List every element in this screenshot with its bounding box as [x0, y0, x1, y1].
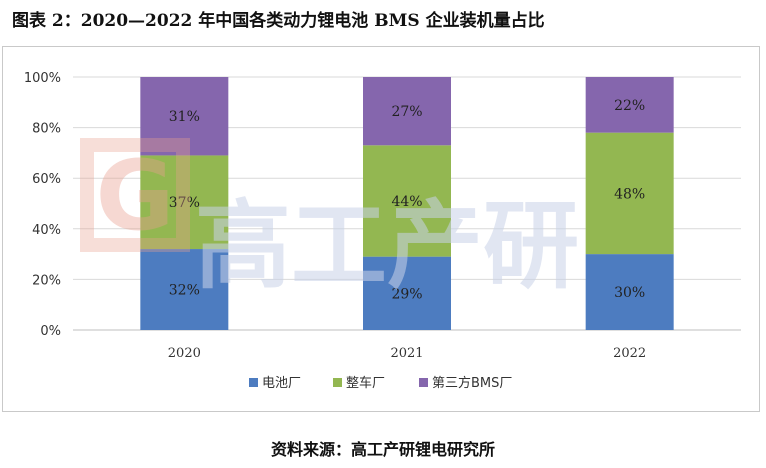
watermark-logo-letter: G [96, 140, 175, 252]
legend-label: 电池厂 [262, 376, 301, 391]
data-label: 31% [169, 109, 200, 125]
data-label: 44% [391, 194, 422, 210]
data-label: 37% [169, 195, 200, 211]
bar-segment-2022-s1 [585, 132, 674, 255]
legend-label: 整车厂 [346, 375, 385, 391]
watermark-text: 高工产研 [195, 190, 579, 302]
bar-segment-2021-s1 [363, 145, 451, 257]
bar-segment-2020-s2 [140, 77, 229, 156]
x-category-label: 2021 [390, 346, 423, 361]
bar-segment-2021-s2 [363, 77, 451, 146]
bar-segment-2020-s0 [140, 249, 229, 330]
stacked-bar-chart: 0% 20% 40% 60% 80% 100% 32% 37% 31% 2020 29% 44% 27%… [24, 71, 741, 391]
legend-swatch [249, 378, 258, 387]
data-label: 22% [614, 98, 645, 114]
bar-segment-2022-s2 [585, 77, 674, 133]
data-label: 29% [391, 286, 422, 302]
y-tick-label: 20% [32, 273, 61, 288]
watermark-logo [80, 138, 190, 252]
y-tick-label: 100% [24, 71, 61, 86]
figure-title: 图表 2：2020—2022 年中国各类动力锂电池 BMS 企业装机量占比 [12, 11, 545, 31]
chart-frame: 0% 20% 40% 60% 80% 100% 32% 37% 31% 2020 29% 44% 27%… [2, 46, 760, 412]
y-tick-label: 60% [32, 172, 61, 187]
legend-label: 第三方BMS厂 [432, 375, 512, 391]
data-label: 30% [614, 285, 645, 301]
bar-segment-2021-s0 [363, 256, 451, 330]
bar-segment-2020-s1 [140, 155, 229, 250]
legend-swatch [333, 378, 342, 387]
x-category-label: 2020 [168, 346, 201, 361]
y-tick-label: 80% [32, 122, 61, 137]
data-label: 32% [169, 283, 200, 299]
bar-segment-2022-s0 [585, 254, 674, 330]
legend-swatch [419, 378, 428, 387]
source-note: 资料来源：高工产研锂电研究所 [270, 440, 495, 459]
x-category-label: 2022 [613, 346, 646, 361]
data-label: 48% [614, 186, 645, 202]
y-tick-label: 40% [32, 223, 61, 238]
data-label: 27% [391, 104, 422, 120]
y-tick-label: 0% [40, 324, 61, 339]
